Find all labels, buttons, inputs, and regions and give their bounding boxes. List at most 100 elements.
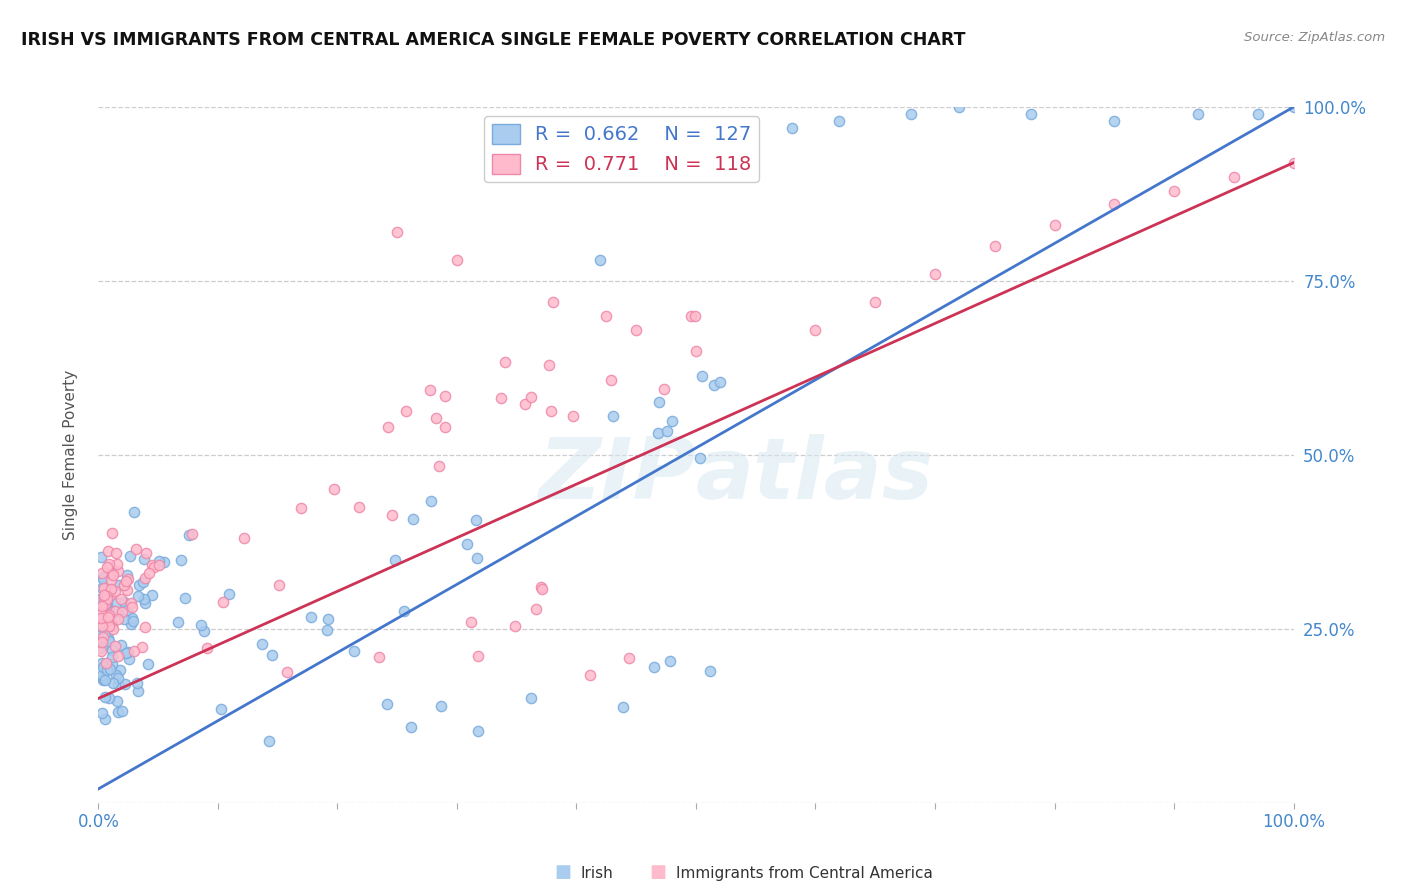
Point	[267, 578, 290, 592]
Text: IRISH VS IMMIGRANTS FROM CENTRAL AMERICA SINGLE FEMALE POVERTY CORRELATION CHART: IRISH VS IMMIGRANTS FROM CENTRAL AMERICA…	[21, 31, 966, 49]
Point	[433, 420, 456, 434]
Point	[456, 537, 478, 551]
Point	[96, 590, 118, 604]
Point	[1282, 155, 1305, 169]
Point	[97, 634, 120, 648]
Point	[900, 107, 922, 121]
Point	[127, 589, 149, 603]
Point	[709, 375, 731, 389]
Point	[494, 355, 516, 369]
Point	[96, 613, 118, 627]
Point	[1223, 169, 1246, 184]
Point	[91, 617, 114, 632]
Point	[233, 531, 256, 545]
Point	[689, 451, 711, 466]
Point	[138, 566, 160, 580]
Point	[91, 599, 114, 614]
Point	[94, 712, 117, 726]
Point	[93, 570, 115, 584]
Point	[589, 253, 612, 268]
Point	[89, 591, 111, 606]
Point	[93, 588, 115, 602]
Point	[93, 673, 115, 687]
Point	[703, 377, 725, 392]
Point	[100, 615, 122, 630]
Point	[262, 648, 284, 662]
Point	[94, 592, 117, 607]
Point	[467, 724, 489, 739]
Point	[117, 602, 139, 616]
Point	[112, 594, 135, 608]
Point	[101, 618, 124, 632]
Point	[170, 553, 193, 567]
Point	[97, 610, 120, 624]
Point	[100, 573, 122, 587]
Point	[105, 596, 128, 610]
Point	[94, 628, 117, 642]
Point	[117, 582, 139, 597]
Point	[1282, 100, 1305, 114]
Point	[101, 622, 124, 636]
Text: Irish: Irish	[581, 866, 613, 881]
Point	[529, 580, 551, 594]
Text: ZIP: ZIP	[538, 434, 696, 517]
Point	[579, 668, 602, 682]
Point	[110, 592, 132, 607]
Point	[89, 627, 111, 641]
Point	[460, 615, 482, 629]
Point	[104, 604, 127, 618]
Point	[101, 604, 124, 618]
Point	[446, 253, 468, 268]
Point	[96, 610, 118, 624]
Point	[128, 578, 150, 592]
Point	[290, 501, 312, 516]
Point	[93, 591, 115, 606]
Point	[93, 595, 115, 609]
Point	[465, 551, 488, 566]
Point	[91, 668, 114, 682]
Point	[91, 572, 114, 586]
Point	[125, 542, 148, 557]
Point	[531, 582, 554, 596]
Point	[136, 657, 159, 672]
Point	[107, 612, 129, 626]
Point	[104, 640, 127, 654]
Point	[250, 637, 273, 651]
Point	[148, 553, 170, 567]
Point	[141, 558, 163, 572]
Point	[430, 698, 453, 713]
Point	[91, 618, 114, 632]
Point	[90, 604, 112, 618]
Point	[117, 572, 139, 586]
Point	[489, 391, 512, 405]
Point	[1043, 219, 1066, 233]
Point	[316, 623, 339, 637]
Point	[683, 309, 706, 323]
Point	[690, 368, 713, 383]
Point	[101, 657, 124, 671]
Point	[1104, 114, 1126, 128]
Point	[98, 604, 121, 618]
Point	[323, 482, 346, 496]
Point	[541, 294, 564, 309]
Point	[143, 559, 166, 574]
Point	[112, 612, 135, 626]
Point	[257, 733, 280, 747]
Point	[94, 607, 117, 621]
Point	[602, 409, 624, 424]
Point	[112, 578, 135, 592]
Point	[384, 553, 406, 567]
Point	[655, 424, 678, 438]
Point	[561, 409, 583, 424]
Point	[658, 654, 681, 668]
Point	[132, 592, 155, 607]
Point	[91, 581, 114, 595]
Point	[984, 239, 1007, 253]
Point	[780, 120, 803, 135]
Point	[96, 582, 118, 597]
Point	[103, 676, 125, 690]
Point	[193, 624, 215, 638]
Point	[124, 505, 146, 519]
Point	[93, 630, 115, 644]
Point	[218, 587, 240, 601]
